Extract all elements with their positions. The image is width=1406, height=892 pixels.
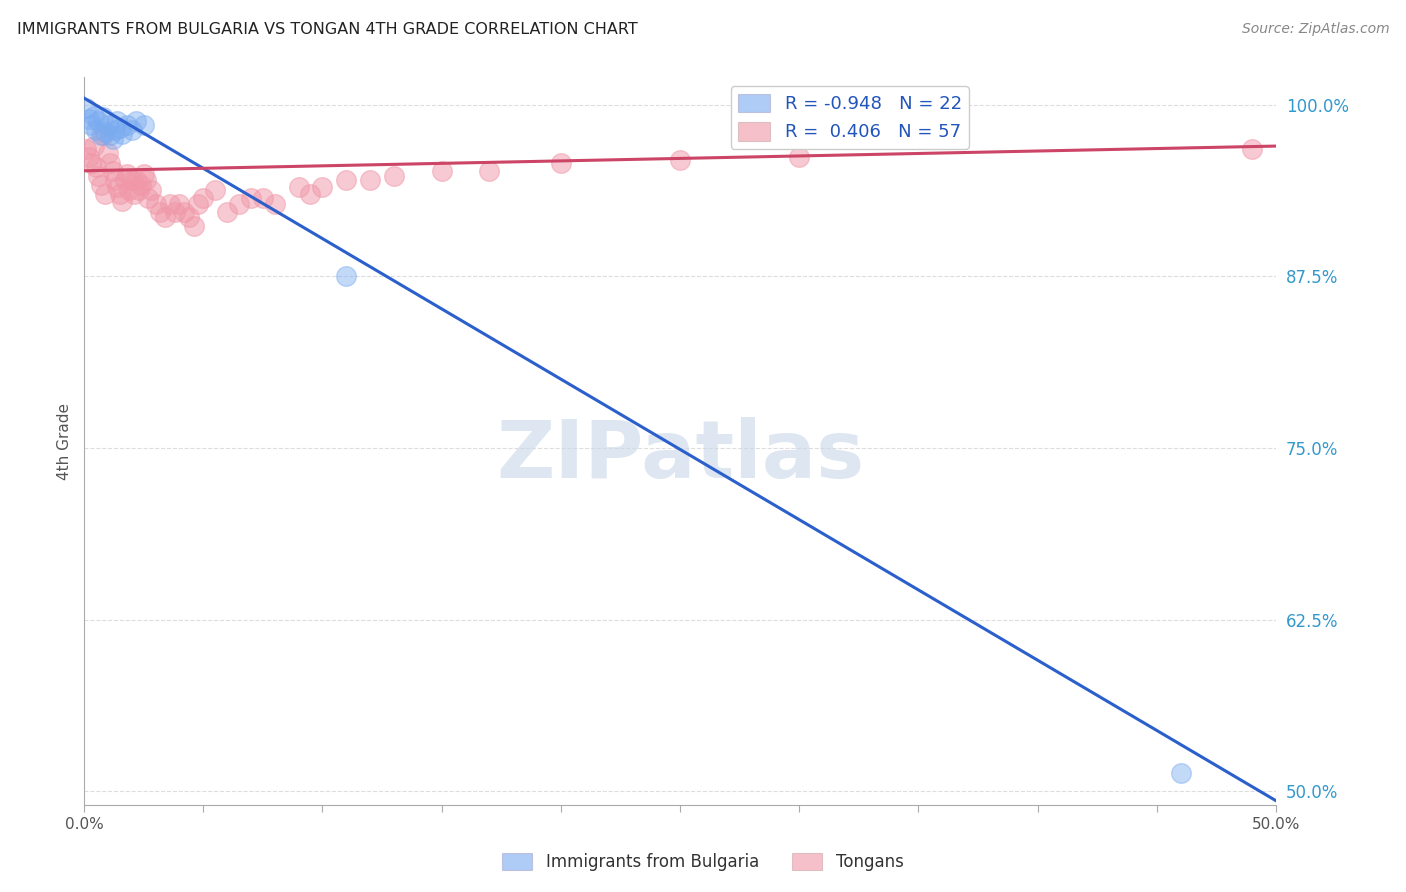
Point (101, 132, 124, 146)
Point (145, 196, 167, 211)
Point (94, 125, 117, 139)
Point (77, 150, 100, 164)
Point (101, 163, 124, 178)
Legend: Immigrants from Bulgaria, Tongans: Immigrants from Bulgaria, Tongans (494, 845, 912, 880)
Point (94, 187, 117, 202)
Point (128, 183, 150, 197)
Legend: R = -0.948   N = 22, R =  0.406   N = 57: R = -0.948 N = 22, R = 0.406 N = 57 (731, 87, 969, 149)
Point (98, 128, 121, 142)
Point (108, 121, 131, 136)
Point (263, 196, 285, 211)
Point (193, 191, 215, 205)
Point (153, 211, 176, 225)
Point (83, 109, 105, 123)
Point (77, 112, 100, 126)
Point (80, 119, 103, 133)
Point (359, 173, 381, 187)
Point (115, 119, 138, 133)
Point (75, 142, 97, 156)
Point (430, 163, 453, 178)
Point (98, 155, 121, 169)
Point (239, 191, 262, 205)
Point (215, 205, 238, 219)
Point (159, 196, 181, 211)
Point (91, 110, 114, 124)
Text: IMMIGRANTS FROM BULGARIA VS TONGAN 4TH GRADE CORRELATION CHART: IMMIGRANTS FROM BULGARIA VS TONGAN 4TH G… (17, 22, 638, 37)
Point (335, 269, 357, 284)
Point (118, 183, 141, 197)
Point (135, 173, 157, 187)
Point (122, 187, 145, 202)
Point (204, 183, 226, 197)
Point (84, 122, 107, 136)
Point (173, 205, 195, 219)
Point (669, 153, 692, 167)
Point (75, 101, 97, 115)
Point (108, 187, 131, 202)
Point (335, 173, 357, 187)
Point (115, 167, 138, 181)
Point (90, 178, 112, 192)
Point (111, 194, 134, 208)
Point (163, 205, 186, 219)
Y-axis label: 4th Grade: 4th Grade (58, 402, 72, 480)
Point (187, 196, 209, 211)
Text: ZIPatlas: ZIPatlas (496, 417, 865, 495)
Point (382, 169, 405, 184)
Point (1241, 142, 1264, 156)
Point (84, 160, 107, 174)
Point (550, 155, 572, 169)
Point (138, 191, 160, 205)
Point (90, 128, 112, 142)
Point (97, 145, 120, 160)
Point (311, 180, 333, 194)
Point (97, 119, 120, 133)
Point (114, 173, 136, 187)
Point (252, 191, 274, 205)
Point (80, 155, 103, 169)
Point (129, 178, 152, 192)
Point (149, 205, 172, 219)
Point (111, 127, 134, 141)
Point (478, 163, 501, 178)
Point (121, 173, 143, 187)
Point (132, 167, 155, 181)
Point (104, 173, 127, 187)
Point (121, 122, 143, 136)
Point (105, 114, 128, 128)
Point (169, 196, 191, 211)
Text: Source: ZipAtlas.com: Source: ZipAtlas.com (1241, 22, 1389, 37)
Point (125, 173, 148, 187)
Point (1170, 766, 1192, 780)
Point (125, 114, 148, 128)
Point (183, 219, 205, 233)
Point (83, 139, 105, 153)
Point (87, 169, 110, 184)
Point (87, 114, 110, 128)
Point (228, 196, 250, 211)
Point (787, 150, 810, 164)
Point (287, 180, 309, 194)
Point (139, 183, 162, 197)
Point (177, 211, 200, 225)
Point (91, 128, 114, 142)
Point (299, 187, 322, 202)
Point (104, 122, 127, 136)
Point (105, 180, 128, 194)
Point (132, 119, 155, 133)
